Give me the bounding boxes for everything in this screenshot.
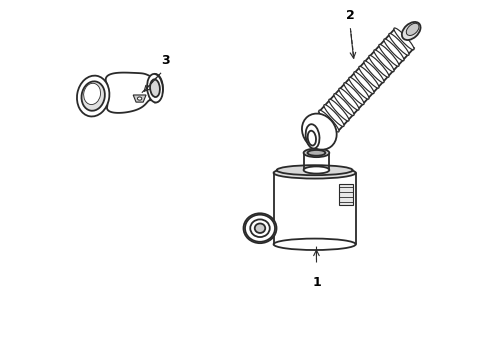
Ellipse shape [379, 44, 399, 66]
Ellipse shape [308, 131, 316, 145]
Ellipse shape [250, 219, 270, 237]
Ellipse shape [394, 28, 414, 50]
Ellipse shape [369, 55, 389, 77]
Ellipse shape [84, 83, 100, 104]
Ellipse shape [307, 150, 325, 156]
Ellipse shape [150, 79, 160, 97]
Ellipse shape [329, 99, 349, 121]
Ellipse shape [273, 167, 356, 179]
Ellipse shape [304, 149, 329, 157]
Ellipse shape [138, 97, 142, 100]
Ellipse shape [302, 113, 337, 150]
Polygon shape [133, 95, 146, 102]
Ellipse shape [334, 94, 354, 116]
Polygon shape [106, 73, 163, 113]
Ellipse shape [244, 213, 276, 243]
Text: 3: 3 [161, 54, 170, 67]
Ellipse shape [81, 81, 105, 111]
Bar [339, 184, 353, 204]
Ellipse shape [402, 22, 420, 40]
Ellipse shape [359, 66, 379, 88]
Ellipse shape [245, 215, 275, 242]
Ellipse shape [277, 165, 353, 175]
Ellipse shape [255, 224, 265, 233]
Ellipse shape [147, 74, 163, 103]
Text: 2: 2 [346, 9, 355, 22]
Ellipse shape [406, 23, 419, 36]
Ellipse shape [344, 83, 364, 105]
Ellipse shape [354, 72, 374, 94]
Ellipse shape [306, 124, 319, 149]
Ellipse shape [77, 76, 109, 117]
Text: 1: 1 [312, 276, 321, 289]
Ellipse shape [273, 239, 356, 250]
Ellipse shape [319, 110, 339, 132]
Ellipse shape [304, 166, 329, 174]
Ellipse shape [364, 61, 384, 83]
Ellipse shape [349, 77, 369, 99]
Ellipse shape [374, 50, 394, 72]
Ellipse shape [324, 105, 344, 126]
Ellipse shape [384, 39, 404, 61]
Ellipse shape [389, 33, 409, 55]
Ellipse shape [339, 88, 359, 110]
